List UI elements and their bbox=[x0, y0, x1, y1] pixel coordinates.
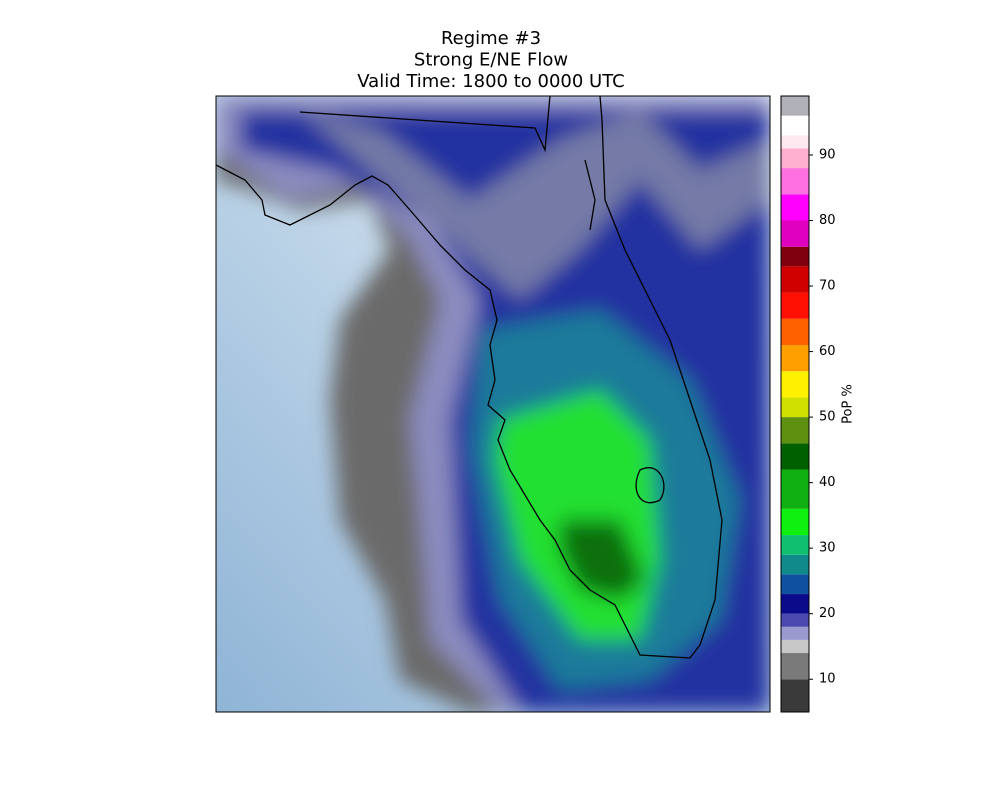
colorbar-band bbox=[781, 96, 809, 116]
colorbar-band bbox=[781, 168, 809, 195]
colorbar-band bbox=[781, 469, 809, 509]
colorbar-band bbox=[781, 220, 809, 247]
coastline bbox=[216, 96, 723, 659]
colorbar-tick-label: 60 bbox=[819, 344, 836, 359]
colorbar-band bbox=[781, 345, 809, 372]
colorbar-tick-label: 80 bbox=[819, 213, 836, 228]
colorbar-band bbox=[781, 574, 809, 595]
title-line: Valid Time: 1800 to 0000 UTC bbox=[357, 71, 624, 92]
colorbar-tick-label: 20 bbox=[819, 606, 836, 621]
colorbar-band bbox=[781, 613, 809, 627]
colorbar-band bbox=[781, 194, 809, 221]
colorbar-band bbox=[781, 148, 809, 169]
map bbox=[216, 96, 770, 712]
colorbar-tick-label: 40 bbox=[819, 475, 836, 490]
colorbar-band bbox=[781, 115, 809, 136]
colorbar-band bbox=[781, 246, 809, 267]
colorbar bbox=[781, 96, 809, 712]
colorbar-band bbox=[781, 397, 809, 418]
colorbar-band bbox=[781, 443, 809, 470]
title-line: Regime #3 bbox=[441, 28, 541, 49]
colorbar-band bbox=[781, 371, 809, 398]
title-line: Strong E/NE Flow bbox=[414, 50, 568, 71]
map-frame bbox=[215, 95, 771, 713]
colorbar-tick-label: 70 bbox=[819, 279, 836, 294]
colorbar-band bbox=[781, 292, 809, 319]
colorbar-band bbox=[781, 135, 809, 149]
colorbar-band bbox=[781, 639, 809, 654]
colorbar-tick-label: 90 bbox=[819, 147, 836, 162]
colorbar-band bbox=[781, 626, 809, 640]
colorbar-band bbox=[781, 653, 809, 680]
colorbar-label: PoP % bbox=[841, 384, 856, 424]
colorbar-band bbox=[781, 554, 809, 575]
colorbar-frame bbox=[780, 95, 810, 713]
colorbar-band bbox=[781, 508, 809, 536]
colorbar-tick-label: 10 bbox=[819, 672, 836, 687]
colorbar-band bbox=[781, 679, 809, 712]
colorbar-band bbox=[781, 417, 809, 444]
colorbar-band bbox=[781, 266, 809, 293]
colorbar-tick-label: 50 bbox=[819, 410, 836, 425]
colorbar-tick-label: 30 bbox=[819, 541, 836, 556]
colorbar-band bbox=[781, 535, 809, 555]
colorbar-band bbox=[781, 594, 809, 614]
colorbar-band bbox=[781, 318, 809, 346]
